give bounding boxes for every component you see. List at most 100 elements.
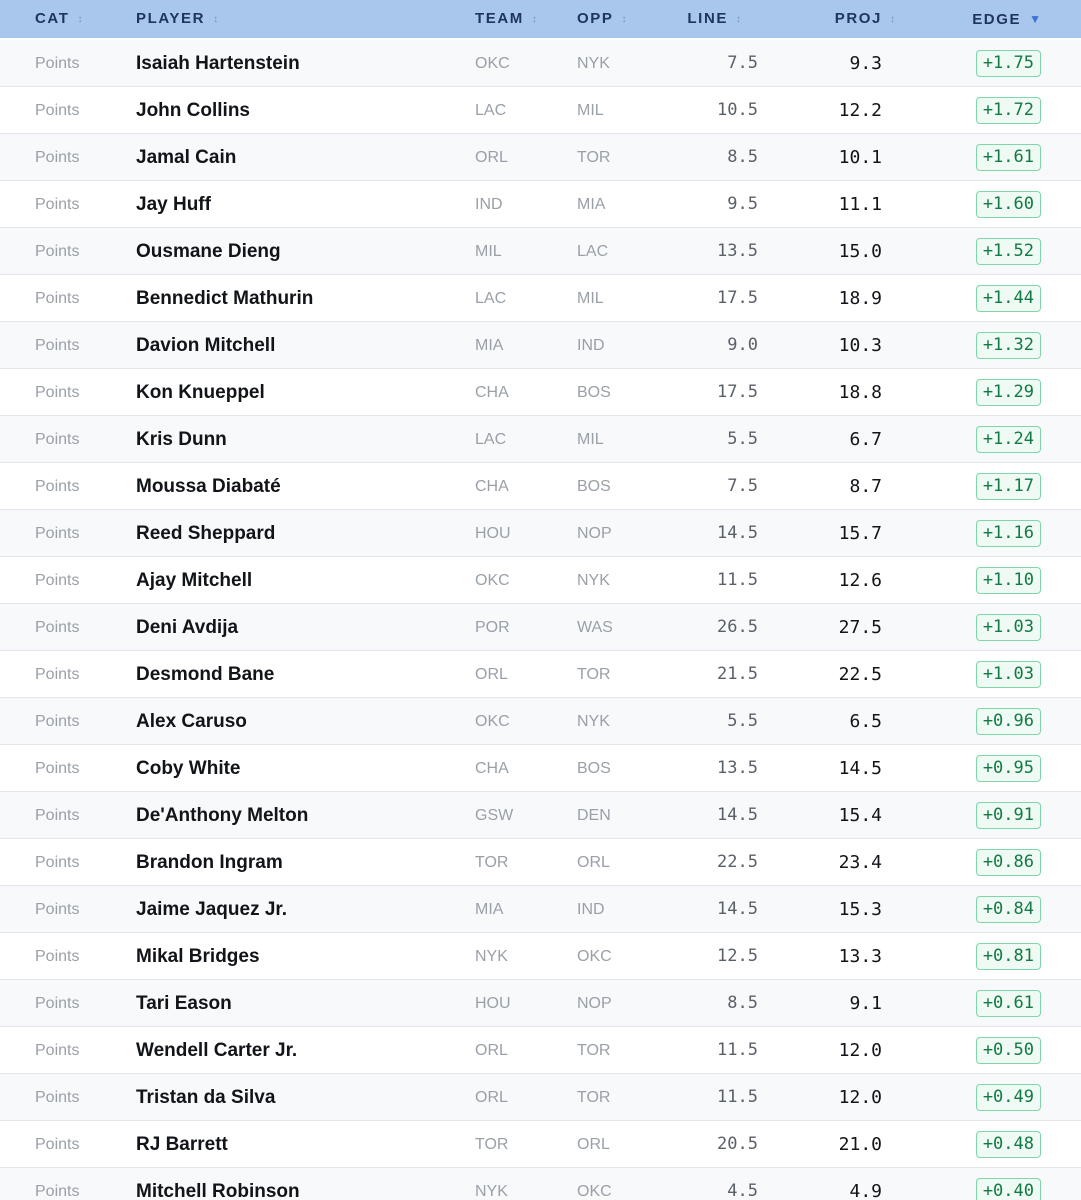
table-row[interactable]: Points Mitchell Robinson NYK OKC 4.5 4.9 +0.40 [0, 1168, 1081, 1200]
sort-icon[interactable]: ↕ [531, 14, 537, 25]
cat-cell: Points [35, 948, 80, 965]
edge-cell: +1.52 [975, 238, 1041, 265]
table-row[interactable]: Points Davion Mitchell MIA IND 9.0 10.3 +1.32 [0, 322, 1081, 369]
sort-icon[interactable]: ↕ [736, 14, 741, 25]
cat-cell: Points [35, 290, 80, 307]
table-row[interactable]: Points Brandon Ingram TOR ORL 22.5 23.4 +0.86 [0, 839, 1081, 886]
projection-value: 21.0 [838, 1134, 882, 1155]
edge-badge: +1.24 [975, 426, 1041, 453]
table-row[interactable]: Points Mikal Bridges NYK OKC 12.5 13.3 +0.81 [0, 933, 1081, 980]
edge-cell: +1.29 [975, 379, 1041, 406]
table-row[interactable]: Points Bennedict Mathurin LAC MIL 17.5 18.9 +1… [0, 275, 1081, 322]
edge-badge: +1.72 [975, 97, 1041, 124]
column-header-label: TEAM [475, 10, 524, 27]
team-cell: OKC [475, 55, 510, 72]
edge-cell: +0.84 [975, 896, 1041, 923]
table-row[interactable]: Points Ajay Mitchell OKC NYK 11.5 12.6 +1.10 [0, 557, 1081, 604]
table-row[interactable]: Points Coby White CHA BOS 13.5 14.5 +0.95 [0, 745, 1081, 792]
table-row[interactable]: Points Reed Sheppard HOU NOP 14.5 15.7 +1.16 [0, 510, 1081, 557]
edge-cell: +0.96 [975, 708, 1041, 735]
sort-icon[interactable]: ↕ [213, 14, 219, 25]
sort-icon[interactable]: ↕ [621, 14, 627, 25]
cat-cell: Points [35, 102, 80, 119]
column-header-player[interactable]: PLAYER ↕ [136, 0, 218, 38]
projection-value: 8.7 [849, 476, 882, 497]
player-name: Tristan da Silva [136, 1087, 276, 1108]
table-row[interactable]: Points Tari Eason HOU NOP 8.5 9.1 +0.61 [0, 980, 1081, 1027]
table-row[interactable]: Points RJ Barrett TOR ORL 20.5 21.0 +0.48 [0, 1121, 1081, 1168]
team-cell: TOR [475, 854, 509, 871]
player-name: Davion Mitchell [136, 335, 276, 356]
team-cell: HOU [475, 525, 511, 542]
table-row[interactable]: Points Tristan da Silva ORL TOR 11.5 12.0 +0.4… [0, 1074, 1081, 1121]
player-name: Coby White [136, 758, 241, 779]
edge-badge: +0.48 [975, 1131, 1041, 1158]
table-row[interactable]: Points Alex Caruso OKC NYK 5.5 6.5 +0.96 [0, 698, 1081, 745]
cat-cell: Points [35, 196, 80, 213]
cat-cell: Points [35, 384, 80, 401]
player-name: Ajay Mitchell [136, 570, 253, 591]
edge-cell: +0.91 [975, 802, 1041, 829]
edge-badge: +0.84 [975, 896, 1041, 923]
team-cell: MIA [475, 901, 504, 918]
column-header-opp[interactable]: OPP ↕ [577, 0, 626, 38]
table-row[interactable]: Points De'Anthony Melton GSW DEN 14.5 15.4 +0.… [0, 792, 1081, 839]
table-row[interactable]: Points Jamal Cain ORL TOR 8.5 10.1 +1.61 [0, 134, 1081, 181]
column-header-label: OPP [577, 10, 614, 27]
edge-cell: +0.48 [975, 1131, 1041, 1158]
sort-descending-icon[interactable]: ▼ [1029, 12, 1041, 26]
column-header-edge[interactable]: EDGE ▼ [972, 0, 1041, 38]
table-row[interactable]: Points Jay Huff IND MIA 9.5 11.1 +1.60 [0, 181, 1081, 228]
line-value: 26.5 [717, 617, 758, 637]
edge-badge: +0.96 [975, 708, 1041, 735]
cat-cell: Points [35, 854, 80, 871]
team-cell: LAC [475, 102, 507, 119]
column-header-line[interactable]: LINE ↕ [687, 0, 741, 38]
edge-badge: +0.49 [975, 1084, 1041, 1111]
table-row[interactable]: Points Deni Avdija POR WAS 26.5 27.5 +1.03 [0, 604, 1081, 651]
team-cell: ORL [475, 1042, 508, 1059]
cat-cell: Points [35, 666, 80, 683]
table-row[interactable]: Points Isaiah Hartenstein OKC NYK 7.5 9.3 +1.7… [0, 40, 1081, 87]
opponent-cell: TOR [577, 666, 611, 683]
column-header-label: PROJ [834, 10, 882, 27]
edge-cell: +1.16 [975, 520, 1041, 547]
team-cell: CHA [475, 478, 509, 495]
edge-badge: +1.03 [975, 614, 1041, 641]
column-header-team[interactable]: TEAM ↕ [475, 0, 537, 38]
cat-cell: Points [35, 243, 80, 260]
table-row[interactable]: Points Kon Knueppel CHA BOS 17.5 18.8 +1.29 [0, 369, 1081, 416]
team-cell: POR [475, 619, 510, 636]
cat-cell: Points [35, 149, 80, 166]
cat-cell: Points [35, 619, 80, 636]
player-name: Jamal Cain [136, 147, 237, 168]
projection-value: 4.9 [849, 1181, 882, 1200]
team-cell: ORL [475, 1089, 508, 1106]
player-name: Brandon Ingram [136, 852, 283, 873]
team-cell: LAC [475, 431, 507, 448]
line-value: 14.5 [717, 523, 758, 543]
player-name: Tari Eason [136, 993, 232, 1014]
table-row[interactable]: Points John Collins LAC MIL 10.5 12.2 +1.72 [0, 87, 1081, 134]
projection-value: 22.5 [838, 664, 882, 685]
sort-icon[interactable]: ↕ [890, 14, 895, 25]
column-header-proj[interactable]: PROJ ↕ [835, 0, 895, 38]
opponent-cell: IND [577, 901, 605, 918]
table-row[interactable]: Points Ousmane Dieng MIL LAC 13.5 15.0 +1.52 [0, 228, 1081, 275]
projection-value: 15.4 [838, 805, 882, 826]
projection-value: 23.4 [838, 852, 882, 873]
sort-icon[interactable]: ↕ [77, 14, 83, 25]
table-row[interactable]: Points Desmond Bane ORL TOR 21.5 22.5 +1.03 [0, 651, 1081, 698]
column-header-cat[interactable]: CAT ↕ [35, 0, 83, 38]
table-row[interactable]: Points Moussa Diabaté CHA BOS 7.5 8.7 +1.17 [0, 463, 1081, 510]
line-value: 5.5 [727, 429, 758, 449]
team-cell: HOU [475, 995, 511, 1012]
table-row[interactable]: Points Wendell Carter Jr. ORL TOR 11.5 12.0 +0… [0, 1027, 1081, 1074]
line-value: 13.5 [717, 241, 758, 261]
table-row[interactable]: Points Kris Dunn LAC MIL 5.5 6.7 +1.24 [0, 416, 1081, 463]
edge-cell: +0.86 [975, 849, 1041, 876]
opponent-cell: MIA [577, 196, 606, 213]
table-row[interactable]: Points Jaime Jaquez Jr. MIA IND 14.5 15.3 +0.8… [0, 886, 1081, 933]
cat-cell: Points [35, 760, 80, 777]
